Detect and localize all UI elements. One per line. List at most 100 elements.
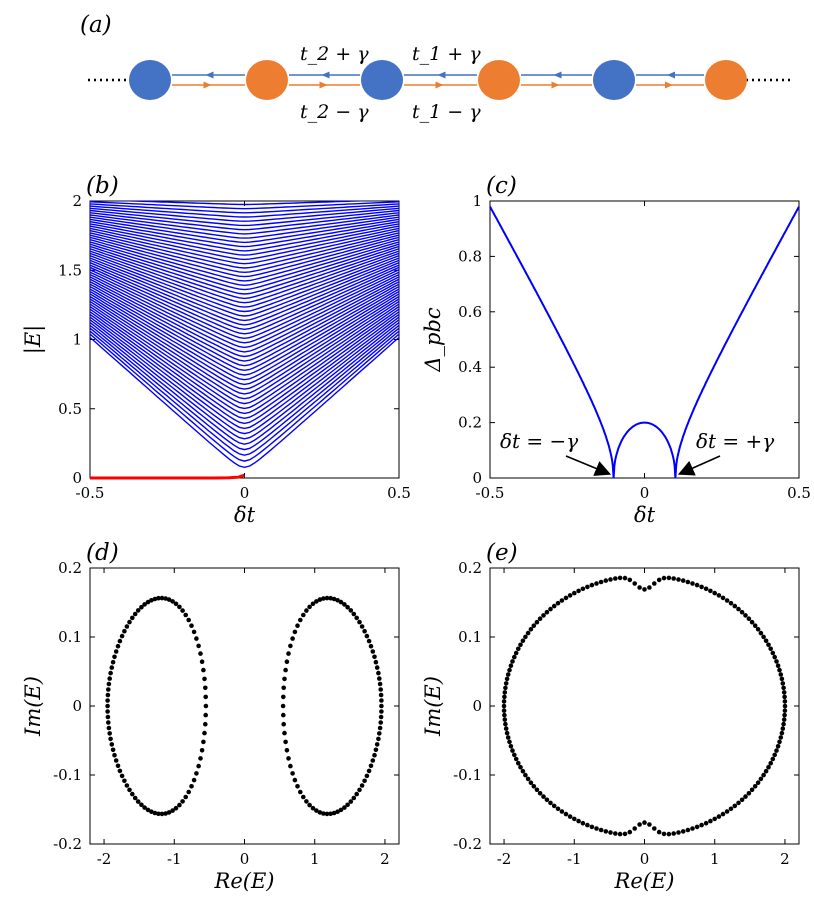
energy-level-line [90, 243, 399, 291]
plot-frame [489, 567, 800, 845]
data-point [374, 665, 380, 670]
data-point [671, 576, 676, 581]
data-point [513, 650, 519, 656]
arrow-right-icon [319, 81, 328, 89]
data-point [537, 791, 543, 796]
data-point [351, 611, 357, 617]
data-point [512, 752, 517, 758]
data-point [331, 596, 337, 602]
data-point [544, 609, 550, 615]
x-tick-label: 0 [640, 484, 650, 502]
data-point [516, 646, 521, 652]
energy-level-line [90, 336, 399, 469]
lattice-site-blue [129, 60, 171, 100]
data-point [317, 810, 323, 815]
data-point [364, 773, 370, 779]
data-point [772, 654, 777, 660]
data-point [135, 799, 141, 804]
data-point [189, 784, 194, 789]
data-point [377, 725, 383, 731]
data-point [755, 627, 761, 632]
arrow-left-icon [667, 71, 675, 79]
data-point [781, 721, 786, 727]
data-point [282, 676, 287, 682]
data-point [132, 611, 138, 617]
data-point [348, 608, 354, 613]
energy-level-line [90, 303, 399, 405]
data-point [345, 604, 350, 610]
data-point [781, 690, 787, 695]
x-axis-label: Re(E) [214, 869, 275, 893]
energy-level-line [90, 227, 399, 261]
data-point [563, 811, 569, 817]
data-point [642, 820, 647, 825]
energy-level-line [113, 201, 376, 206]
data-point [520, 638, 526, 644]
data-point [772, 752, 777, 758]
energy-level-line [90, 283, 399, 367]
data-point [149, 598, 154, 603]
data-point [580, 820, 586, 826]
data-point [112, 752, 117, 758]
y-tick-label: 0.8 [458, 247, 482, 265]
data-point [763, 768, 769, 774]
data-point [508, 663, 514, 668]
x-tick-label: -1 [167, 850, 182, 868]
data-point [292, 629, 298, 635]
data-point [770, 650, 776, 656]
data-point [523, 772, 528, 778]
data-point [156, 595, 161, 601]
energy-level-line [90, 285, 399, 372]
x-tick-label: 0.5 [387, 484, 411, 502]
x-tick-label: 1 [310, 850, 320, 868]
data-point [598, 827, 604, 833]
data-point [130, 615, 135, 621]
y-tick-label: 0 [72, 697, 82, 715]
arrow-left-icon [553, 71, 562, 79]
energy-level-line [90, 232, 399, 269]
y-tick-label: 0.6 [458, 303, 482, 321]
data-point [328, 595, 333, 601]
data-point [746, 791, 752, 796]
y-tick-label: 0.2 [458, 414, 482, 432]
data-point [608, 577, 613, 582]
data-point [548, 800, 553, 806]
energy-level-line [90, 333, 399, 462]
data-point [288, 643, 293, 649]
data-point [117, 638, 123, 644]
data-point [555, 600, 561, 606]
data-point [282, 730, 287, 736]
data-point [166, 597, 172, 602]
energy-level-line [90, 229, 399, 265]
data-point [105, 703, 110, 709]
data-point [314, 599, 319, 604]
data-point [373, 747, 379, 753]
energy-level-line [90, 269, 399, 340]
energy-level-line [90, 216, 399, 239]
data-point [180, 799, 185, 804]
data-point [196, 643, 201, 649]
data-point [781, 717, 787, 722]
energy-level-line [90, 266, 399, 335]
data-point [528, 780, 534, 785]
energy-level-line [90, 327, 399, 451]
y-tick-label: 2 [72, 192, 82, 210]
data-point [777, 667, 782, 673]
data-point [142, 805, 147, 810]
lattice-site-orange [246, 60, 288, 100]
data-point [743, 613, 748, 618]
data-point [359, 624, 365, 629]
data-point [680, 578, 686, 583]
data-point [699, 822, 704, 828]
data-point [335, 809, 340, 814]
data-point [301, 794, 306, 800]
energy-level-line [90, 259, 399, 322]
data-point [378, 720, 384, 725]
data-point [348, 799, 354, 804]
data-point [501, 708, 507, 713]
data-point [520, 768, 526, 774]
data-point [523, 634, 528, 640]
energy-level-line [90, 223, 399, 252]
y-axis-label: |E| [21, 325, 46, 354]
x-tick-label: 2 [380, 850, 390, 868]
